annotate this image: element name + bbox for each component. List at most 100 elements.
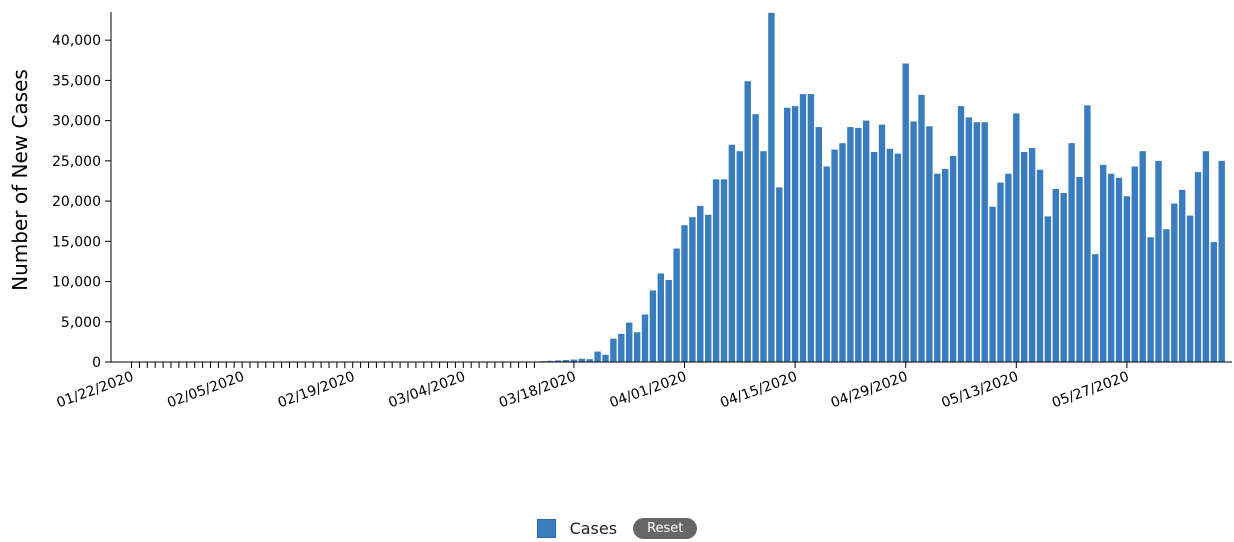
legend-label: Cases	[569, 519, 618, 538]
bar	[649, 290, 657, 362]
bar	[618, 333, 625, 362]
y-tick-label: 20,000	[52, 194, 101, 210]
bar	[610, 338, 617, 362]
bar	[957, 106, 965, 362]
bar	[720, 179, 728, 362]
bar	[1139, 151, 1146, 362]
legend: Cases Reset	[0, 518, 1234, 539]
bar	[1163, 229, 1170, 362]
x-tick-label: 04/15/2020	[718, 369, 799, 412]
plot-area: 0 5,000 10,000 15,000 20,000 25,000 30,000 35,0…	[52, 12, 1232, 411]
x-tick-label: 01/22/2020	[55, 369, 136, 412]
x-tick-label: 05/13/2020	[939, 369, 1020, 412]
bar	[1155, 160, 1162, 362]
bar	[728, 144, 736, 362]
bar	[1013, 113, 1020, 362]
bar-chart: 0 5,000 10,000 15,000 20,000 25,000 30,000 35,0…	[8, 12, 1232, 411]
bar	[1186, 215, 1194, 362]
bar	[1084, 105, 1091, 362]
bar	[1171, 203, 1178, 362]
y-axis-title: Number of New Cases	[8, 69, 32, 291]
bar	[705, 214, 712, 362]
x-tick-label: 04/29/2020	[829, 369, 910, 412]
bar	[768, 12, 775, 363]
x-tick-label: 02/05/2020	[165, 369, 246, 412]
bar	[823, 166, 830, 362]
y-tick-label: 10,000	[52, 275, 101, 291]
y-tick-label: 5,000	[61, 315, 101, 331]
bar	[697, 205, 704, 362]
bar	[1131, 166, 1138, 362]
bar	[918, 94, 925, 363]
bar	[1005, 173, 1012, 362]
bar	[1107, 173, 1115, 362]
bar	[799, 94, 807, 362]
bar	[744, 81, 751, 362]
bar	[981, 122, 988, 362]
bar	[752, 114, 759, 363]
bar	[870, 152, 878, 362]
bar	[784, 107, 791, 362]
bar	[1100, 164, 1107, 362]
bar	[562, 359, 570, 362]
bar	[602, 354, 609, 362]
legend-item-cases[interactable]: Cases	[536, 519, 618, 538]
y-tick-label: 35,000	[52, 73, 101, 89]
x-tick-label: 02/19/2020	[276, 369, 357, 412]
bar	[689, 217, 696, 362]
bar	[1021, 152, 1028, 362]
bar	[934, 173, 941, 362]
bar	[965, 117, 973, 363]
bar	[863, 120, 870, 363]
bar	[989, 206, 996, 362]
bar	[855, 127, 862, 362]
bar	[1123, 196, 1131, 362]
bar	[815, 127, 822, 362]
y-tick-label: 25,000	[52, 154, 101, 170]
bar	[997, 182, 1004, 362]
bar	[1076, 176, 1083, 362]
bar	[1210, 242, 1217, 362]
bar	[902, 63, 909, 363]
reset-button[interactable]: Reset	[633, 518, 698, 539]
bar	[633, 332, 641, 362]
x-tick-label: 04/01/2020	[608, 369, 689, 412]
bar	[665, 279, 672, 362]
bar	[1068, 143, 1075, 362]
bar	[847, 127, 854, 362]
bar	[776, 187, 783, 362]
bar	[736, 151, 743, 362]
bar	[894, 153, 901, 362]
bar	[657, 273, 664, 362]
legend-swatch	[536, 519, 556, 538]
bar	[570, 359, 578, 362]
bar	[1115, 177, 1123, 362]
bar	[547, 360, 554, 362]
bar	[973, 122, 980, 362]
bar	[791, 106, 799, 362]
bar	[594, 351, 601, 362]
bar	[1060, 193, 1067, 362]
bar	[626, 322, 633, 362]
bar	[1028, 147, 1036, 362]
bar	[831, 149, 838, 362]
y-tick-label: 15,000	[52, 234, 101, 250]
bar	[1202, 151, 1210, 362]
bar	[681, 225, 688, 362]
bar	[760, 151, 767, 362]
bar	[949, 156, 957, 362]
bar	[554, 360, 562, 362]
y-tick-label: 0	[92, 355, 101, 371]
bar	[1052, 189, 1059, 362]
bar	[586, 359, 593, 362]
bar	[641, 314, 649, 362]
bar	[878, 124, 886, 362]
y-tick-label: 40,000	[52, 33, 101, 49]
bar	[839, 143, 846, 362]
bar	[1147, 237, 1154, 362]
x-tick-label: 03/04/2020	[386, 369, 467, 412]
bar	[942, 168, 949, 362]
bar	[910, 121, 917, 363]
bar	[807, 94, 815, 362]
x-tick-label: 03/18/2020	[497, 369, 578, 412]
